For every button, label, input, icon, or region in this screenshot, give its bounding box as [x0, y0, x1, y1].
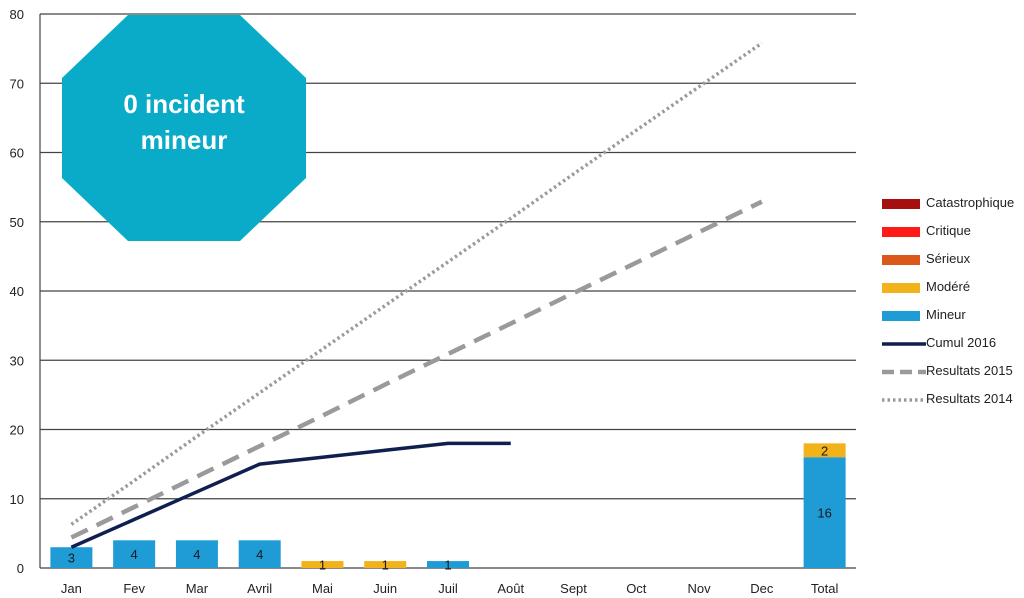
legend-label: Mineur	[926, 307, 966, 322]
legend-line-sample	[882, 342, 926, 346]
y-axis: 0 10 20 30 40 50 60 70 80	[10, 7, 24, 576]
bar-value-label: 1	[319, 558, 326, 573]
bar-labels: 3 4 4 4 1 1 1 16 2	[68, 443, 832, 572]
bar-segment	[113, 540, 156, 568]
x-tick-label: Mai	[312, 581, 333, 596]
x-tick-label: Juil	[438, 581, 458, 596]
badge-shape	[62, 15, 306, 241]
legend-item: Sérieux	[880, 250, 1024, 278]
bar-value-label: 4	[256, 547, 263, 562]
legend-label: Modéré	[926, 279, 971, 294]
legend-label: Sérieux	[926, 251, 971, 266]
legend-item: Resultats 2015	[880, 362, 1024, 390]
badge-line2: mineur	[140, 125, 228, 155]
y-tick-label: 70	[10, 76, 24, 91]
x-tick-label: Nov	[688, 581, 712, 596]
x-tick-label: Août	[497, 581, 524, 596]
bar-segment	[238, 540, 281, 568]
legend-item: Catastrophique	[880, 194, 1024, 222]
y-tick-label: 80	[10, 7, 24, 22]
bar-value-label: 4	[193, 547, 200, 562]
bar-value-label: 16	[817, 506, 831, 521]
legend-swatch	[882, 283, 920, 293]
x-axis: Jan Fev Mar Avril Mai Juin Juil Août Sept Oct Nov D…	[61, 581, 839, 596]
legend-label: Critique	[926, 223, 971, 238]
legend-label: Resultats 2014	[926, 391, 1013, 406]
legend-swatch	[882, 199, 920, 209]
legend-item: Resultats 2014	[880, 390, 1024, 418]
legend-label: Cumul 2016	[926, 335, 997, 350]
legend-item: Critique	[880, 222, 1024, 250]
bar-segment	[803, 457, 846, 568]
bar-value-label: 1	[382, 558, 389, 573]
y-tick-label: 40	[10, 284, 24, 299]
legend-item: Modéré	[880, 278, 1024, 306]
y-tick-label: 10	[10, 492, 24, 507]
x-tick-label: Fev	[123, 581, 145, 596]
bar-segment	[175, 540, 218, 568]
bar-value-label: 4	[131, 547, 138, 562]
bar-value-label: 2	[821, 443, 828, 458]
legend-line-sample	[882, 369, 926, 375]
x-tick-label: Oct	[626, 581, 647, 596]
bar-value-label: 3	[68, 551, 75, 566]
legend-label: Catastrophique	[926, 195, 1015, 210]
bar-segment	[803, 443, 846, 458]
legend-line-sample	[882, 398, 926, 402]
bar-segment	[50, 547, 93, 568]
x-tick-label: Avril	[247, 581, 272, 596]
x-tick-label: Total	[811, 581, 839, 596]
bar-segment	[427, 561, 469, 568]
y-tick-label: 50	[10, 215, 24, 230]
legend: Catastrophique Critique Sérieux Modéré Mineu…	[880, 194, 1024, 418]
bar-value-label: 1	[444, 558, 451, 573]
series-line	[70, 441, 511, 549]
legend-label: Resultats 2015	[926, 363, 1013, 378]
lines	[70, 41, 763, 549]
y-tick-label: 20	[10, 423, 24, 438]
badge-line1: 0 incident	[123, 89, 245, 119]
badge-text: 0 incident mineur	[62, 86, 306, 158]
y-tick-label: 60	[10, 146, 24, 161]
x-tick-label: Sept	[560, 581, 587, 596]
badge-octagon	[62, 15, 306, 241]
legend-swatch	[882, 227, 920, 237]
legend-swatch	[882, 311, 920, 321]
y-tick-label: 0	[17, 561, 24, 576]
x-tick-label: Juin	[373, 581, 397, 596]
bar-segment	[301, 561, 344, 568]
bar-segment	[364, 561, 407, 568]
legend-item: Cumul 2016	[880, 334, 1024, 362]
x-tick-label: Mar	[186, 581, 209, 596]
legend-item: Mineur	[880, 306, 1024, 334]
series-line	[70, 199, 763, 540]
bars	[50, 443, 846, 568]
y-tick-label: 30	[10, 353, 24, 368]
x-tick-label: Dec	[750, 581, 774, 596]
legend-swatch	[882, 255, 920, 265]
x-tick-label: Jan	[61, 581, 82, 596]
